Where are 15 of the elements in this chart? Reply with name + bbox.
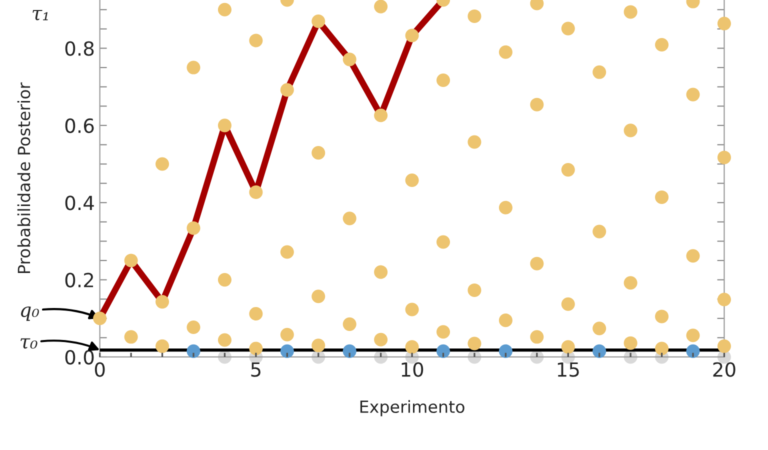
x-tick-label: 15	[558, 362, 579, 377]
y-tick-label: 0.4	[65, 196, 94, 210]
y-tick-label: 0.2	[65, 272, 94, 288]
y-tick-label: 0.0	[65, 350, 94, 365]
y-axis-title: Probabilidade Posterior	[17, 82, 30, 273]
annotation: τ₀	[20, 338, 38, 349]
x-tick-label: 0	[94, 362, 105, 377]
annotation: q₀	[21, 306, 39, 321]
y-tick-label: 0.8	[65, 41, 94, 56]
text: τ₁	[32, 10, 48, 20]
x-tick-label: 20	[713, 362, 736, 377]
x-tick-label: 5	[251, 362, 260, 377]
x-axis-title: Experimento	[360, 400, 464, 416]
y-tick-label: 0.6	[65, 118, 94, 134]
x-tick-label: 10	[402, 362, 424, 377]
